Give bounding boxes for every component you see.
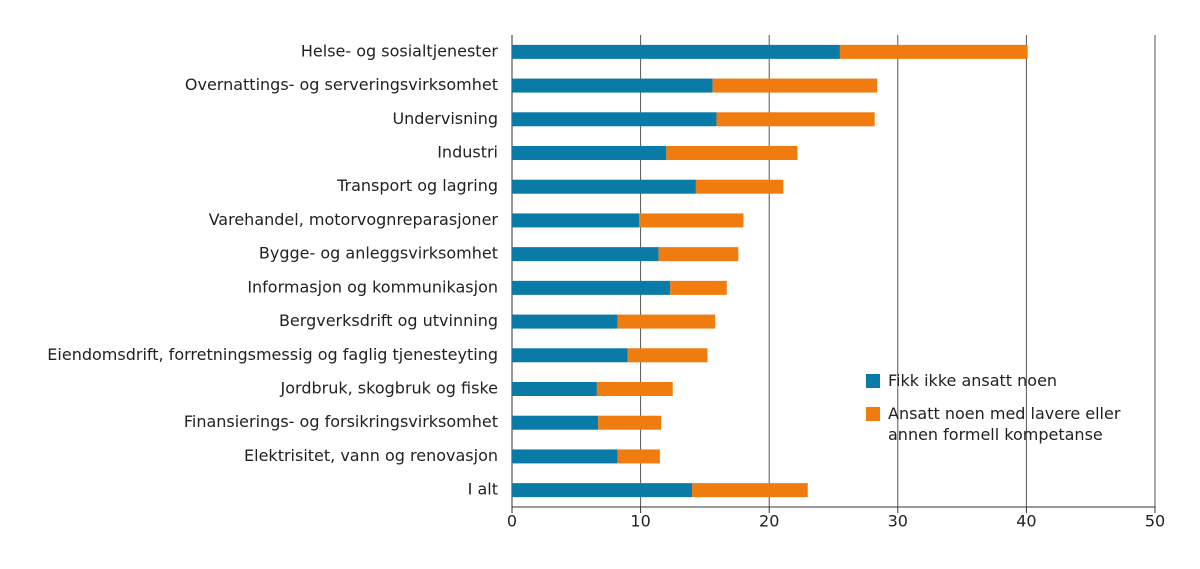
bar-segment	[512, 415, 599, 430]
bar-segment	[512, 449, 618, 464]
bar-segment	[670, 280, 727, 295]
bar-segment	[617, 314, 716, 329]
x-tick-label: 0	[507, 512, 517, 531]
y-tick-label: Industri	[437, 143, 498, 162]
y-tick-label: Finansierings- og forsikringsvirksomhet	[184, 412, 498, 431]
bar-segment	[512, 78, 713, 93]
y-tick-label: Elektrisitet, vann og renovasjon	[244, 446, 498, 465]
bar-segment	[695, 179, 784, 194]
bar-segment	[617, 449, 660, 464]
bar-segment	[512, 247, 659, 262]
bar-segment	[627, 348, 708, 363]
x-tick-label: 40	[1016, 512, 1036, 531]
x-tick-label: 10	[630, 512, 650, 531]
y-tick-label: Overnattings- og serveringsvirksomhet	[185, 75, 498, 94]
bar-segment	[512, 112, 717, 127]
legend-item: Ansatt noen med lavere eller annen forme…	[866, 403, 1156, 445]
legend-label: Fikk ikke ansatt noen	[888, 371, 1058, 390]
x-tick-label: 30	[888, 512, 908, 531]
y-tick-label: Informasjon og kommunikasjon	[247, 277, 498, 296]
bar-segment	[596, 382, 673, 396]
x-tick-label: 20	[759, 512, 779, 531]
bar-segment	[692, 483, 808, 498]
x-tick-label: 50	[1145, 512, 1165, 531]
bar-segment	[658, 247, 739, 262]
y-tick-label: Undervisning	[392, 109, 498, 128]
bar-segment	[512, 44, 840, 59]
bar-segment	[512, 483, 693, 498]
bar-segment	[716, 112, 875, 127]
bar-segment	[512, 348, 628, 363]
bar-segment	[839, 44, 1028, 59]
legend-item: Fikk ikke ansatt noen	[866, 370, 1156, 391]
y-tick-label: Transport og lagring	[336, 176, 498, 195]
bar-segment	[512, 213, 640, 228]
bar-segment	[598, 415, 662, 430]
bar-segment	[512, 146, 667, 160]
bar-segment	[512, 179, 696, 194]
y-tick-label: Bergverksdrift og utvinning	[279, 311, 498, 330]
y-tick-label: Jordbruk, skogbruk og fiske	[280, 379, 498, 398]
legend: Fikk ikke ansatt noen Ansatt noen med lav…	[866, 370, 1156, 457]
bar-segment	[512, 314, 618, 329]
y-tick-label: Helse- og sosialtjenester	[301, 41, 499, 60]
legend-swatch	[866, 374, 880, 388]
bar-segment	[639, 213, 744, 228]
bar-segment	[712, 78, 878, 93]
y-tick-label: I alt	[468, 480, 498, 499]
bar-segment	[512, 280, 671, 295]
legend-label: Ansatt noen med lavere eller annen forme…	[888, 404, 1121, 444]
y-tick-label: Varehandel, motorvognreparasjoner	[209, 210, 499, 229]
bar-segment	[666, 146, 798, 160]
y-tick-label: Bygge- og anleggsvirksomhet	[259, 244, 498, 263]
bar-segment	[512, 382, 597, 396]
legend-swatch	[866, 407, 880, 421]
y-tick-label: Eiendomsdrift, forretningsmessig og fagl…	[47, 345, 498, 364]
